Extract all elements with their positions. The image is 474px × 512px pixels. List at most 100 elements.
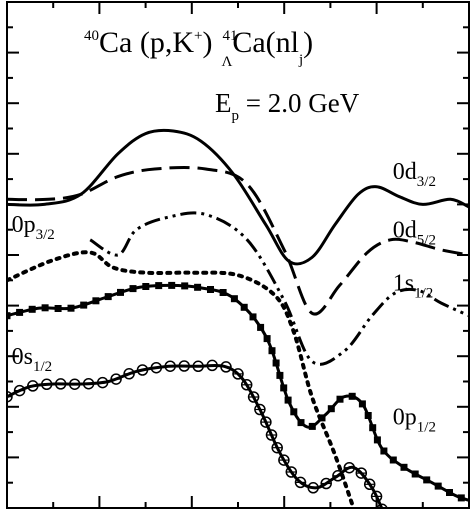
series-label-4: 0p1/2 (393, 405, 436, 436)
square-marker (67, 304, 75, 312)
square-marker (194, 283, 202, 291)
series-label-0: 0d3/2 (393, 159, 436, 190)
series-label-sub: 3/2 (36, 227, 55, 243)
square-marker (400, 463, 408, 471)
square-marker (28, 305, 36, 313)
title-target: Ca (p,K (99, 26, 194, 59)
circle-marker (320, 477, 332, 490)
circle-marker (178, 360, 190, 372)
square-marker (272, 359, 280, 367)
circle-marker (206, 359, 218, 372)
square-marker (7, 312, 11, 320)
series-line-0d-0 (7, 128, 469, 266)
square-marker (348, 392, 356, 400)
circle-marker (240, 379, 253, 391)
circle-marker (123, 368, 135, 380)
circle-marker (271, 441, 283, 454)
energy-rhs: = 2.0 GeV (239, 88, 360, 118)
square-marker (263, 335, 271, 343)
square-marker (219, 289, 227, 296)
circle-marker (343, 461, 356, 474)
square-marker (129, 285, 137, 293)
circle-marker (294, 476, 307, 489)
circle-marker (13, 384, 26, 397)
circle-marker (150, 361, 163, 374)
chart-title: 40Ca (p,K+) 41 ΛCa(nlj) (84, 26, 313, 70)
square-marker (92, 297, 100, 305)
square-marker (284, 396, 292, 404)
square-marker (230, 295, 238, 303)
square-marker (249, 313, 257, 321)
series-line-0p-3 (7, 250, 356, 508)
circle-marker (247, 391, 260, 403)
square-marker (423, 476, 431, 484)
square-marker (389, 456, 397, 464)
series-label-sub: 1/2 (414, 285, 433, 301)
square-marker (257, 323, 265, 331)
square-marker (104, 293, 112, 301)
series-label-sub: 1/2 (33, 359, 52, 375)
series-label-main: 0p (12, 212, 36, 238)
square-marker (54, 305, 62, 312)
series-label-main: 0s (12, 344, 33, 370)
series-line-1s-2 (89, 211, 469, 366)
series-label-main: 0p (393, 405, 417, 431)
series-label-5: 0s1/2 (12, 344, 53, 375)
series-label-1: 0d5/2 (393, 217, 436, 248)
series-label-sub: 1/2 (417, 420, 436, 436)
circle-marker (7, 390, 13, 403)
square-marker (369, 424, 377, 432)
square-marker (411, 470, 419, 478)
circle-marker (285, 466, 298, 478)
circle-marker (376, 503, 388, 508)
square-marker (280, 384, 288, 392)
square-marker (380, 447, 388, 455)
circle-marker (82, 377, 95, 390)
series-line-0d-1 (7, 166, 469, 316)
circle-marker (164, 360, 176, 372)
circle-marker (260, 416, 272, 428)
square-marker (318, 414, 326, 422)
square-marker (434, 482, 442, 490)
circle-marker (40, 378, 53, 391)
square-marker (207, 286, 214, 293)
circle-marker (278, 454, 290, 466)
square-marker (457, 494, 465, 502)
circle-marker (68, 378, 81, 390)
circle-marker (96, 376, 109, 389)
circle-marker (370, 490, 383, 503)
title-j-sub: j (298, 52, 303, 68)
title-close: ) (303, 26, 313, 59)
square-marker (168, 281, 176, 289)
title-paren-close: ) (202, 26, 212, 59)
series-label-3: 0p3/2 (12, 212, 55, 243)
square-marker (358, 400, 366, 408)
title-kaon-sup: + (194, 28, 202, 44)
circle-marker (332, 470, 344, 482)
square-marker (290, 408, 298, 416)
energy-label: Ep = 2.0 GeV (215, 88, 360, 124)
circle-marker (363, 478, 376, 491)
square-marker (364, 412, 372, 419)
circle-marker (192, 360, 204, 373)
square-marker (80, 301, 88, 309)
circle-marker (355, 467, 368, 479)
circle-marker (136, 364, 149, 376)
square-marker (41, 304, 49, 312)
square-marker (276, 371, 284, 379)
circle-marker (220, 361, 232, 373)
title-target-sup: 40 (84, 28, 99, 44)
square-marker (446, 489, 453, 496)
series-label-sub: 3/2 (417, 174, 436, 190)
circle-marker (254, 403, 266, 416)
square-marker (336, 395, 344, 403)
square-marker (181, 282, 189, 290)
square-marker (117, 288, 124, 296)
series-label-main: 0d (393, 217, 417, 243)
square-marker (373, 436, 381, 444)
series-label-sub: 5/2 (417, 232, 436, 248)
plot-frame (6, 1, 470, 509)
series-label-2: 1s1/2 (393, 270, 434, 301)
